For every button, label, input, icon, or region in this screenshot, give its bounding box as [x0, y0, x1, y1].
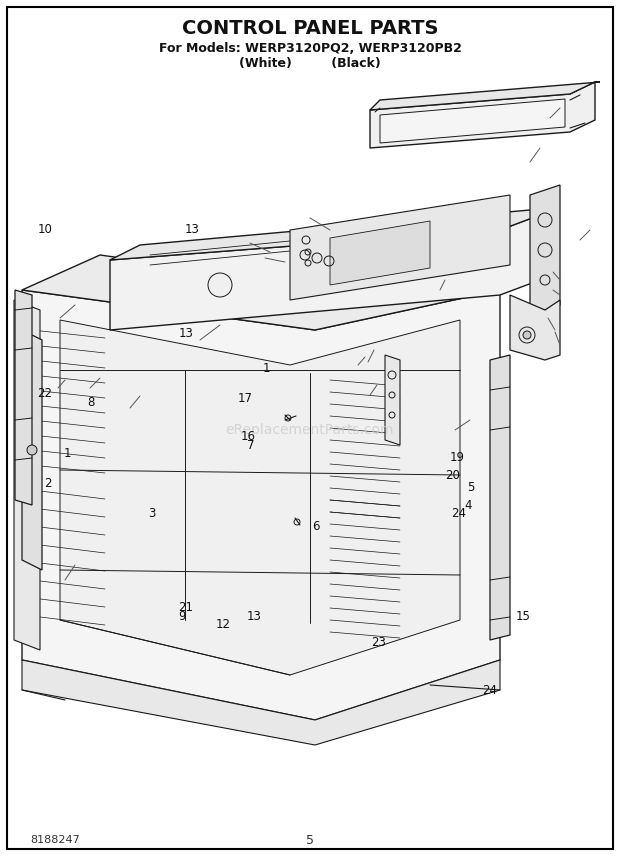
Text: 16: 16: [241, 430, 255, 443]
Text: 9: 9: [178, 609, 185, 623]
Polygon shape: [60, 320, 460, 675]
Polygon shape: [110, 210, 540, 260]
Circle shape: [208, 273, 232, 297]
Polygon shape: [530, 185, 560, 315]
Text: 12: 12: [216, 618, 231, 632]
Circle shape: [523, 331, 531, 339]
Text: 17: 17: [237, 391, 252, 405]
Text: 20: 20: [445, 468, 460, 482]
Polygon shape: [370, 82, 595, 148]
Text: 6: 6: [312, 520, 320, 533]
Polygon shape: [385, 355, 400, 445]
Text: 5: 5: [306, 834, 314, 847]
Polygon shape: [22, 330, 42, 570]
Polygon shape: [14, 300, 40, 650]
Polygon shape: [330, 221, 430, 285]
Polygon shape: [15, 290, 32, 505]
Polygon shape: [370, 82, 600, 110]
Text: 5: 5: [467, 481, 475, 495]
Text: 13: 13: [185, 223, 200, 236]
Text: (White)         (Black): (White) (Black): [239, 56, 381, 69]
Text: CONTROL PANEL PARTS: CONTROL PANEL PARTS: [182, 19, 438, 38]
Polygon shape: [22, 660, 500, 745]
Text: 1: 1: [63, 447, 71, 461]
Polygon shape: [290, 195, 510, 300]
Text: 1: 1: [263, 361, 270, 375]
Text: 22: 22: [37, 387, 52, 401]
Polygon shape: [510, 295, 560, 360]
Text: 21: 21: [179, 601, 193, 615]
Polygon shape: [110, 215, 540, 330]
Text: 7: 7: [247, 438, 255, 452]
Text: 15: 15: [515, 609, 530, 623]
Text: 4: 4: [464, 498, 472, 512]
Polygon shape: [490, 355, 510, 640]
Polygon shape: [22, 255, 500, 330]
Text: 24: 24: [482, 684, 497, 698]
Text: 23: 23: [371, 635, 386, 649]
Text: 3: 3: [148, 507, 156, 520]
Text: For Models: WERP3120PQ2, WERP3120PB2: For Models: WERP3120PQ2, WERP3120PB2: [159, 41, 461, 55]
Text: 13: 13: [179, 327, 193, 341]
Polygon shape: [380, 99, 565, 143]
Circle shape: [27, 445, 37, 455]
Text: 8188247: 8188247: [30, 835, 80, 845]
Text: 19: 19: [450, 451, 465, 465]
Text: 24: 24: [451, 507, 466, 520]
Text: 2: 2: [44, 477, 51, 490]
Text: 10: 10: [38, 223, 53, 236]
Text: eReplacementParts.com: eReplacementParts.com: [226, 423, 394, 437]
Text: 13: 13: [247, 609, 262, 623]
Polygon shape: [22, 290, 500, 720]
Text: 8: 8: [87, 395, 95, 409]
